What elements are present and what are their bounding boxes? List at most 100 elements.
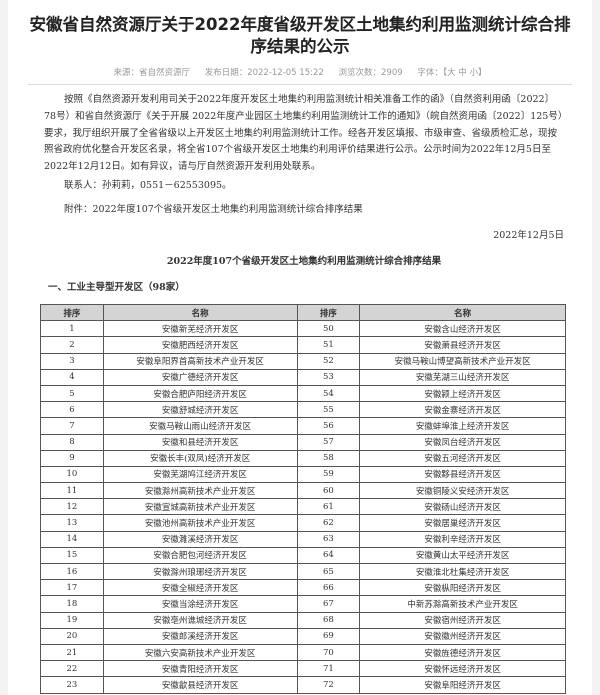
rank: 9 (40, 449, 104, 467)
rank: 15 (40, 546, 104, 565)
zone-name: 安徽滁州琅琊经济开发区 (102, 562, 298, 581)
zone-name: 安徽宿州经济开发区 (359, 611, 566, 629)
table-row: 3 安徽阜阳界首高新技术产业开发区 52 安徽马鞍山博望高新技术产业开发区 (40, 352, 566, 370)
table-row: 20 安徽郎溪经济开发区 69 安徽徽州经济开发区 (40, 627, 566, 645)
font-size-label: 字体： (417, 68, 443, 78)
attachment-title: 2022年度107个省级开发区土地集约利用监测统计综合排序结果 (166, 256, 442, 267)
zone-name: 安徽广德经济开发区 (102, 368, 298, 386)
rank: 55 (296, 401, 361, 419)
source: 来源：省自然资源厅 (113, 68, 190, 78)
attachment-link[interactable]: 附件：2022年度107个省级开发区土地集约利用监测统计综合排序结果 (64, 204, 363, 215)
rank: 57 (296, 433, 361, 451)
rank: 22 (40, 660, 104, 678)
zone-name: 安徽怀远经济开发区 (359, 660, 566, 678)
body-paragraph: 按照《自然资源开发利用司关于2022年度开发区土地集约利用监测统计相关准备工作的… (44, 94, 563, 173)
rank: 1 (40, 320, 104, 338)
rank: 54 (296, 384, 361, 403)
zone-name: 安徽和县经济开发区 (102, 433, 298, 451)
rank: 56 (296, 417, 361, 435)
zone-name: 安徽滁州高新技术产业开发区 (102, 482, 298, 500)
table-row: 4 安徽广德经济开发区 53 安徽芜湖三山经济开发区 (40, 368, 566, 386)
table-row: 18 安徽当涂经济开发区 67 中新苏滁高新技术产业开发区 (40, 595, 566, 613)
rank: 17 (40, 579, 104, 597)
zone-name: 安徽长丰(双凤)经济开发区 (102, 449, 298, 467)
page-title: 安徽省自然资源厅关于2022年度省级开发区土地集约利用监测统计综合排序结果的公示 (29, 15, 571, 56)
rank: 65 (296, 562, 361, 581)
sign-date: 2022年12月5日 (493, 230, 564, 241)
table-row: 11 安徽滁州高新技术产业开发区 60 安徽铜陵义安经济开发区 (40, 482, 566, 500)
zone-name: 中新苏滁高新技术产业开发区 (359, 595, 566, 613)
rank: 4 (40, 368, 104, 386)
zone-name: 安徽金寨经济开发区 (359, 401, 566, 419)
section-heading: 一、工业主导型开发区（98家） (48, 282, 185, 293)
zone-name: 安徽五河经济开发区 (359, 449, 566, 467)
zone-name: 安徽郎溪经济开发区 (102, 627, 298, 645)
rank: 70 (296, 643, 361, 662)
rank: 12 (40, 498, 104, 516)
zone-name: 安徽亳州谯城经济开发区 (102, 611, 298, 629)
table-row: 7 安徽马鞍山雨山经济开发区 56 安徽蚌埠淮上经济开发区 (40, 417, 566, 435)
zone-name: 安徽徽州经济开发区 (359, 627, 566, 645)
zone-name: 安徽新芜经济开发区 (102, 320, 298, 338)
rank: 21 (40, 643, 104, 662)
header-rank: 排序 (296, 303, 361, 322)
rank: 66 (296, 579, 361, 597)
table-row: 22 安徽青阳经济开发区 71 安徽怀远经济开发区 (40, 660, 566, 678)
header-name: 名称 (359, 303, 566, 322)
table-row: 17 安徽全椒经济开发区 66 安徽枞阳经济开发区 (40, 579, 566, 597)
zone-name: 安徽枞阳经济开发区 (359, 579, 566, 597)
rank: 50 (296, 320, 361, 338)
rank: 3 (40, 352, 104, 370)
zone-name: 安徽凤台经济开发区 (359, 433, 566, 451)
zone-name: 安徽萧县经济开发区 (359, 336, 566, 354)
rank: 10 (40, 465, 104, 484)
zone-name: 安徽歙县经济开发区 (102, 676, 298, 694)
rank: 61 (296, 498, 361, 516)
rank: 8 (40, 433, 104, 451)
divider (28, 84, 572, 85)
header-rank: 排序 (40, 303, 104, 322)
rank: 5 (40, 384, 104, 403)
zone-name: 安徽黄山太平经济开发区 (359, 546, 566, 565)
zone-name: 安徽颍上经济开发区 (359, 384, 566, 403)
table-row: 2 安徽肥西经济开发区 51 安徽萧县经济开发区 (40, 336, 566, 354)
header-name: 名称 (102, 303, 298, 322)
zone-name: 安徽旌德经济开发区 (359, 643, 566, 662)
article-meta: 来源：省自然资源厅 发布日期：2022-12-05 15:22 浏览次数：290… (8, 66, 592, 78)
font-size-options[interactable]: 【大 中 小】 (442, 68, 487, 78)
rank: 52 (296, 352, 361, 370)
rank: 59 (296, 465, 361, 484)
table-row: 23 安徽歙县经济开发区 72 安徽阜阳经济开发区 (40, 676, 566, 694)
view-count: 浏览次数：2909 (338, 68, 403, 78)
zone-name: 安徽黟县经济开发区 (359, 465, 566, 484)
zone-name: 安徽淮北杜集经济开发区 (359, 562, 566, 581)
zone-name: 安徽阜阳界首高新技术产业开发区 (102, 352, 298, 370)
zone-name: 安徽蚌埠淮上经济开发区 (359, 417, 566, 435)
rank: 72 (296, 676, 361, 694)
zone-name: 安徽合肥包河经济开发区 (102, 546, 298, 565)
zone-name: 安徽舒城经济开发区 (102, 401, 298, 419)
ranking-table: 排序 名称 排序 名称 1 安徽新芜经济开发区 50 安徽含山经济开发区 2 安徽肥西经济开发区… (40, 303, 566, 694)
zone-name: 安徽利辛经济开发区 (359, 530, 566, 548)
zone-name: 安徽全椒经济开发区 (102, 579, 298, 597)
rank: 16 (40, 562, 104, 581)
table-row: 14 安徽濉溪经济开发区 63 安徽利辛经济开发区 (40, 530, 566, 548)
zone-name: 安徽芜湖鸠江经济开发区 (102, 465, 298, 484)
contact-info: 联系人：孙莉莉，0551－62553095。 (64, 180, 232, 191)
rank: 18 (40, 595, 104, 613)
zone-name: 安徽马鞍山博望高新技术产业开发区 (359, 352, 566, 370)
zone-name: 安徽合肥庐阳经济开发区 (102, 384, 298, 403)
table-row: 12 安徽宣城高新技术产业开发区 61 安徽砀山经济开发区 (40, 498, 566, 516)
rank: 51 (296, 336, 361, 354)
zone-name: 安徽铜陵义安经济开发区 (359, 482, 566, 500)
rank: 71 (296, 660, 361, 678)
zone-name: 安徽含山经济开发区 (359, 320, 566, 338)
zone-name: 安徽当涂经济开发区 (102, 595, 298, 613)
zone-name: 安徽六安高新技术产业开发区 (102, 643, 298, 662)
zone-name: 安徽居巢经济开发区 (359, 514, 566, 532)
rank: 60 (296, 482, 361, 500)
table-row: 15 安徽合肥包河经济开发区 64 安徽黄山太平经济开发区 (40, 546, 566, 565)
zone-name: 安徽濉溪经济开发区 (102, 530, 298, 548)
rank: 7 (40, 417, 104, 435)
rank: 14 (40, 530, 104, 548)
